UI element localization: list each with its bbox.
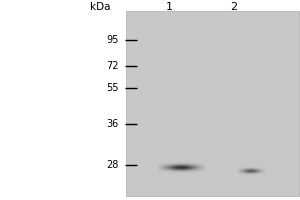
Text: kDa: kDa [90,2,111,12]
Text: 36: 36 [106,119,118,129]
Text: 1: 1 [166,2,173,12]
Bar [126,11,298,196]
Text: 72: 72 [106,61,118,71]
Text: 95: 95 [106,35,118,45]
Text: 28: 28 [106,160,118,170]
Text: 55: 55 [106,83,118,93]
Text: 2: 2 [230,2,238,12]
